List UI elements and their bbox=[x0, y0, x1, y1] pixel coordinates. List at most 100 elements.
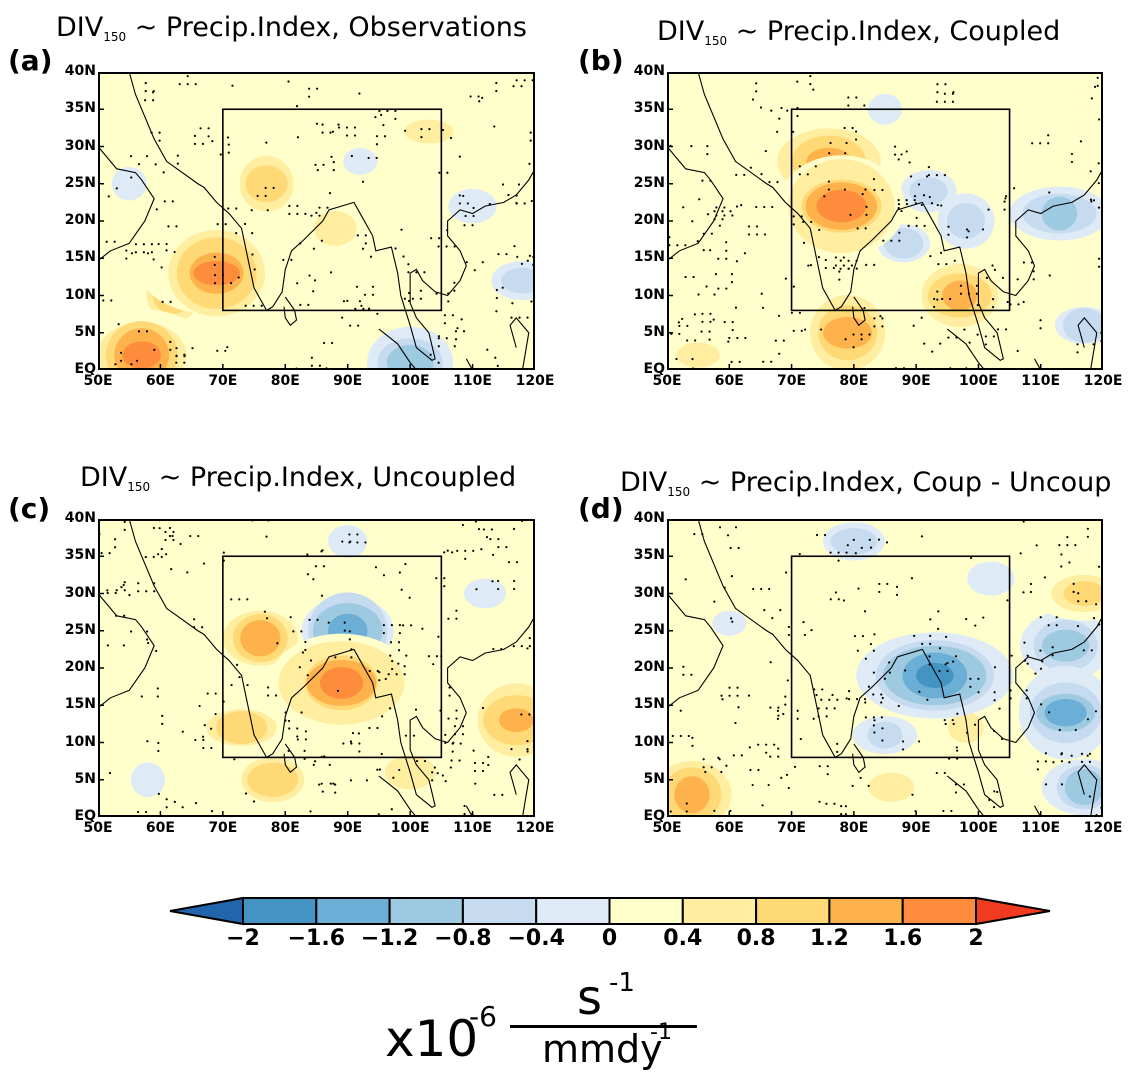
significance-dot bbox=[358, 300, 362, 303]
significance-dot bbox=[119, 359, 123, 362]
significance-dot bbox=[815, 533, 819, 537]
significance-dot bbox=[374, 116, 377, 119]
significance-dot bbox=[523, 202, 526, 205]
significance-dot bbox=[464, 557, 467, 560]
coastline bbox=[98, 146, 155, 262]
colorbar-tick-label: 0.4 bbox=[663, 926, 703, 951]
significance-dot bbox=[474, 782, 477, 785]
significance-dot bbox=[901, 748, 905, 751]
significance-dot bbox=[824, 258, 827, 262]
significance-dot bbox=[343, 621, 346, 624]
significance-dot bbox=[194, 83, 197, 86]
colorbar-tick-label: 0.8 bbox=[736, 926, 776, 951]
significance-dot bbox=[472, 214, 475, 218]
significance-dot bbox=[686, 324, 689, 328]
significance-dot bbox=[491, 580, 494, 583]
significance-dot bbox=[303, 757, 306, 760]
significance-dot bbox=[759, 106, 763, 109]
significance-dot bbox=[714, 272, 718, 276]
significance-dot bbox=[308, 95, 311, 98]
significance-dot bbox=[1074, 544, 1077, 547]
significance-dot bbox=[946, 661, 949, 665]
significance-dot bbox=[679, 709, 682, 712]
lon-label: 50E bbox=[83, 820, 113, 836]
significance-dot bbox=[730, 272, 734, 276]
significance-dot bbox=[885, 541, 889, 544]
significance-dot bbox=[860, 333, 863, 336]
significance-dot bbox=[397, 662, 400, 665]
significance-dot bbox=[837, 598, 840, 601]
significance-dot bbox=[1092, 616, 1096, 620]
significance-dot bbox=[356, 541, 359, 544]
significance-dot bbox=[1070, 754, 1073, 757]
significance-dot bbox=[312, 763, 315, 766]
significance-dot bbox=[481, 769, 485, 773]
significance-dot bbox=[528, 254, 532, 257]
significance-dot bbox=[736, 694, 739, 697]
significance-dot bbox=[1068, 761, 1071, 764]
significance-dot bbox=[718, 758, 721, 761]
significance-dot bbox=[1043, 576, 1046, 579]
significance-dot bbox=[755, 82, 758, 85]
significance-dot bbox=[260, 304, 263, 307]
significance-dot bbox=[691, 744, 694, 747]
significance-dot bbox=[172, 530, 175, 534]
significance-dot bbox=[390, 808, 393, 811]
significance-dot bbox=[216, 223, 219, 226]
significance-dot bbox=[725, 764, 728, 767]
significance-dot bbox=[106, 644, 109, 647]
significance-dot bbox=[717, 287, 720, 290]
significance-dot bbox=[518, 316, 521, 319]
significance-dot bbox=[202, 562, 206, 565]
significance-dot bbox=[706, 145, 709, 148]
significance-dot bbox=[936, 298, 939, 301]
panel-a-title: DIV150 ~ Precip.Index, Observations bbox=[56, 12, 527, 44]
significance-dot bbox=[949, 297, 952, 301]
significance-dot bbox=[492, 553, 495, 556]
significance-dot bbox=[861, 634, 865, 638]
significance-dot bbox=[321, 131, 324, 134]
significance-dot bbox=[1006, 300, 1009, 304]
significance-dot bbox=[928, 195, 931, 199]
significance-dot bbox=[292, 630, 295, 633]
significance-dot bbox=[528, 162, 531, 165]
significance-dot bbox=[1066, 536, 1069, 539]
significance-dot bbox=[246, 598, 249, 601]
significance-dot bbox=[378, 109, 381, 112]
significance-dot bbox=[734, 306, 738, 309]
significance-dot bbox=[348, 638, 351, 641]
significance-dot bbox=[710, 766, 713, 769]
significance-dot bbox=[435, 655, 439, 658]
significance-dot bbox=[361, 180, 365, 183]
significance-dot bbox=[780, 776, 783, 779]
significance-dot bbox=[304, 730, 307, 733]
significance-dot bbox=[161, 300, 164, 303]
significance-dot bbox=[210, 727, 213, 730]
significance-dot bbox=[168, 534, 172, 538]
significance-dot bbox=[825, 707, 828, 710]
significance-dot bbox=[702, 248, 705, 252]
significance-dot bbox=[349, 779, 353, 782]
significance-dot bbox=[954, 791, 958, 794]
significance-dot bbox=[231, 84, 234, 87]
significance-dot bbox=[1025, 697, 1028, 700]
significance-dot bbox=[702, 758, 705, 761]
significance-dot bbox=[451, 742, 454, 745]
significance-dot bbox=[777, 714, 780, 717]
significance-dot bbox=[755, 205, 758, 209]
significance-dot bbox=[763, 233, 767, 236]
significance-dot bbox=[207, 127, 210, 130]
significance-dot bbox=[437, 345, 440, 348]
significance-dot bbox=[321, 549, 324, 552]
significance-dot bbox=[528, 713, 531, 716]
significance-dot bbox=[455, 617, 458, 620]
significance-dot bbox=[265, 535, 268, 538]
contour-blob bbox=[240, 620, 281, 657]
significance-dot bbox=[523, 79, 526, 82]
significance-dot bbox=[809, 75, 812, 78]
significance-dot bbox=[872, 671, 875, 674]
lon-label: 110E bbox=[453, 373, 492, 389]
significance-dot bbox=[152, 555, 155, 559]
significance-dot bbox=[725, 241, 728, 244]
significance-dot bbox=[731, 320, 734, 324]
